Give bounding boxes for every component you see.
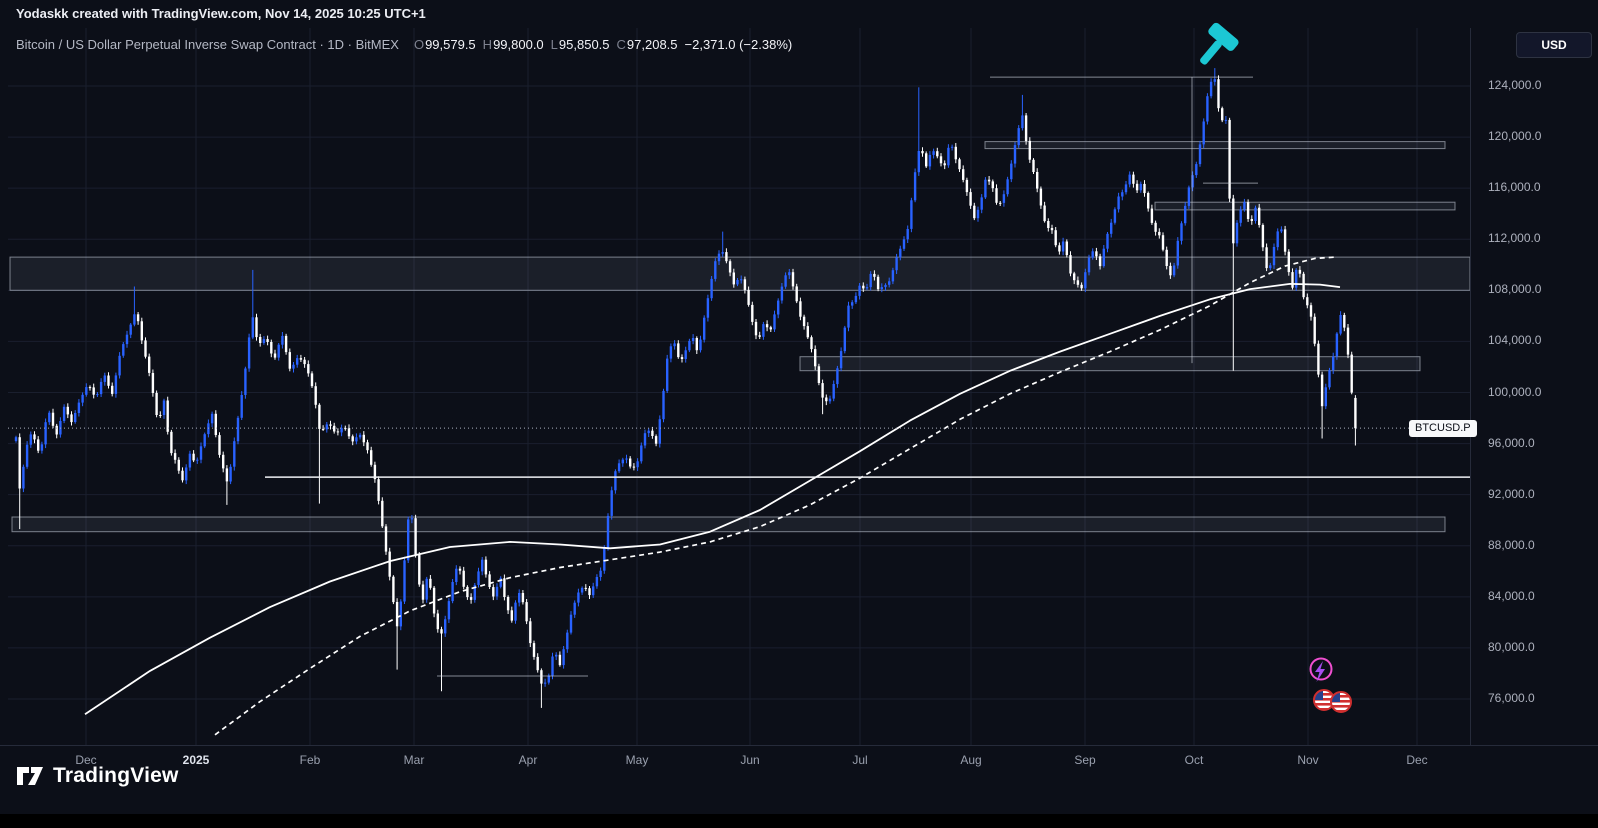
price-axis-label: 84,000.0 xyxy=(1488,588,1535,603)
low-label: L xyxy=(550,37,558,52)
candles xyxy=(14,68,1357,708)
zone-rectangle[interactable] xyxy=(799,356,1421,372)
time-axis-label: Jun xyxy=(740,753,760,767)
price-axis-label: 80,000.0 xyxy=(1488,639,1535,654)
bottom-strip xyxy=(0,814,1598,828)
time-axis-label: Sep xyxy=(1074,753,1096,767)
zone-rectangle[interactable] xyxy=(984,141,1446,150)
attribution-text: Yodaskk created with TradingView.com, No… xyxy=(16,6,426,21)
close-label: C xyxy=(616,37,626,52)
time-axis-label: Nov xyxy=(1297,753,1319,767)
tradingview-footer: TradingView xyxy=(16,764,179,788)
open-value: 99,579.5 xyxy=(425,37,476,52)
time-axis-label: Oct xyxy=(1184,753,1204,767)
price-axis-label: 108,000.0 xyxy=(1488,282,1542,297)
price-axis-label: 104,000.0 xyxy=(1488,333,1542,348)
tradingview-logo[interactable] xyxy=(16,764,44,788)
line-drawings[interactable] xyxy=(8,76,1470,677)
price-axis-label: 100,000.0 xyxy=(1488,384,1542,399)
currency-button[interactable]: USD xyxy=(1516,32,1592,58)
symbol-header: Bitcoin / US Dollar Perpetual Inverse Sw… xyxy=(16,37,792,52)
time-axis-label: 2025 xyxy=(182,753,210,767)
zone-rectangle[interactable] xyxy=(1154,201,1456,211)
moving-averages xyxy=(84,256,1341,736)
time-axis-label: Aug xyxy=(960,753,982,767)
price-axis-label: 120,000.0 xyxy=(1488,129,1542,144)
price-axis-label: 76,000.0 xyxy=(1488,691,1535,705)
price-axis-label: 124,000.0 xyxy=(1488,78,1542,92)
price-axis-label: 88,000.0 xyxy=(1488,537,1535,552)
close-value: 97,208.5 xyxy=(626,37,678,52)
price-axis[interactable]: 97,208.5 14:34:08 93,375.0 YO 124,000.01… xyxy=(1470,28,1598,745)
time-axis-label: Feb xyxy=(299,753,321,767)
low-value: 95,850.5 xyxy=(558,37,610,52)
time-axis-label: Dec xyxy=(1406,753,1428,767)
time-axis-label: Mar xyxy=(403,753,425,767)
flag-sticker[interactable] xyxy=(1313,689,1352,713)
change-value: −2,371.0 (−2.38%) xyxy=(684,37,793,52)
time-axis-label: Dec xyxy=(75,753,97,767)
sticker-group xyxy=(1309,657,1352,713)
high-label: H xyxy=(482,37,493,52)
ma-solid xyxy=(84,282,1341,716)
price-axis-label: 96,000.0 xyxy=(1488,435,1535,450)
price-axis-label: 116,000.0 xyxy=(1488,180,1541,195)
price-axis-label: 112,000.0 xyxy=(1488,231,1541,246)
time-axis-label: May xyxy=(625,753,649,767)
high-value: 99,800.0 xyxy=(493,37,544,52)
rect-drawings[interactable] xyxy=(9,141,1471,533)
tradingview-logo-text[interactable]: TradingView xyxy=(53,764,179,787)
hammer-sticker[interactable] xyxy=(1190,22,1246,76)
symbol-price-tag: BTCUSD.P xyxy=(1409,420,1477,438)
zone-rectangle[interactable] xyxy=(9,256,1471,291)
attribution-bar: Yodaskk created with TradingView.com, No… xyxy=(0,0,1598,28)
time-axis-label: Jul xyxy=(852,753,868,767)
open-label: O xyxy=(413,37,425,52)
time-axis[interactable]: Dec 2025 Feb Mar Apr May Jun Jul Aug Sep Oct Nov Dec xyxy=(0,745,1598,775)
gridlines xyxy=(8,28,1470,745)
price-axis-label: 92,000.0 xyxy=(1488,486,1535,501)
time-axis-label: Apr xyxy=(518,753,538,767)
symbol-title[interactable]: Bitcoin / US Dollar Perpetual Inverse Sw… xyxy=(16,37,399,52)
zap-sticker[interactable] xyxy=(1309,657,1333,683)
